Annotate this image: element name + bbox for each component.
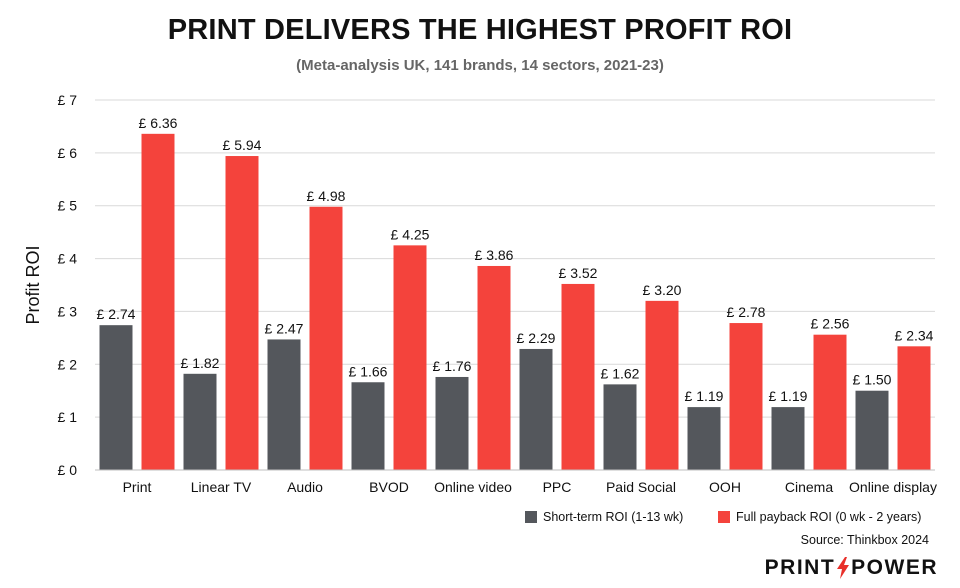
- bar-short-term: [603, 384, 637, 470]
- bar-full-payback: [645, 300, 679, 470]
- x-tick-label: Cinema: [785, 479, 833, 495]
- logo-text-power: POWER: [851, 556, 938, 579]
- bar-short-term: [351, 382, 385, 470]
- legend-swatch-full-payback: [718, 511, 730, 523]
- y-tick-label: £ 5: [58, 198, 78, 214]
- bar-short-term: [855, 390, 889, 470]
- data-label-full-payback: £ 2.78: [727, 304, 766, 320]
- bar-full-payback: [897, 346, 931, 470]
- data-label-short-term: £ 1.50: [853, 372, 892, 388]
- legend-label-full-payback: Full payback ROI (0 wk - 2 years): [736, 510, 922, 524]
- data-label-short-term: £ 1.82: [181, 355, 220, 371]
- data-label-full-payback: £ 4.98: [307, 188, 346, 204]
- y-axis-title: Profit ROI: [23, 245, 43, 324]
- bar-full-payback: [141, 133, 175, 471]
- data-label-short-term: £ 1.19: [769, 388, 808, 404]
- bar-full-payback: [477, 265, 511, 470]
- data-label-short-term: £ 2.47: [265, 320, 304, 336]
- x-tick-label: Online display: [849, 479, 937, 495]
- y-tick-label: £ 2: [58, 356, 78, 372]
- data-label-full-payback: £ 2.34: [895, 327, 934, 343]
- lightning-bolt-icon: [836, 557, 850, 579]
- data-label-short-term: £ 1.76: [433, 358, 472, 374]
- source-note: Source: Thinkbox 2024: [800, 533, 929, 547]
- bar-short-term: [771, 407, 805, 470]
- legend-item-full-payback: Full payback ROI (0 wk - 2 years): [718, 510, 921, 524]
- bar-short-term: [519, 348, 553, 470]
- data-label-short-term: £ 1.66: [349, 363, 388, 379]
- data-label-full-payback: £ 5.94: [223, 137, 262, 153]
- x-tick-label: Audio: [287, 479, 323, 495]
- bar-short-term: [435, 376, 469, 470]
- logo-text-print: PRINT: [764, 556, 836, 579]
- x-tick-label: BVOD: [369, 479, 409, 495]
- y-tick-label: £ 7: [58, 92, 78, 108]
- bar-full-payback: [813, 334, 847, 470]
- bar-short-term: [687, 407, 721, 470]
- x-tick-label: Online video: [434, 479, 512, 495]
- bar-full-payback: [729, 323, 763, 470]
- bar-full-payback: [561, 283, 595, 470]
- x-tick-label: Print: [123, 479, 152, 495]
- data-label-short-term: £ 1.19: [685, 388, 724, 404]
- bar-short-term: [267, 339, 301, 470]
- x-tick-label: Linear TV: [191, 479, 252, 495]
- bar-full-payback: [393, 245, 427, 470]
- x-tick-label: OOH: [709, 479, 741, 495]
- data-label-full-payback: £ 6.36: [139, 115, 178, 131]
- data-label-short-term: £ 2.74: [97, 306, 136, 322]
- y-tick-label: £ 0: [58, 462, 78, 478]
- legend-item-short-term: Short-term ROI (1-13 wk): [525, 510, 683, 524]
- x-tick-label: Paid Social: [606, 479, 676, 495]
- chart-title: PRINT DELIVERS THE HIGHEST PROFIT ROI: [167, 14, 793, 46]
- data-label-full-payback: £ 2.56: [811, 316, 850, 332]
- bar-full-payback: [309, 206, 343, 470]
- bar-short-term: [183, 373, 217, 470]
- data-label-full-payback: £ 3.86: [475, 247, 514, 263]
- data-label-full-payback: £ 4.25: [391, 226, 430, 242]
- chart-subtitle: (Meta-analysis UK, 141 brands, 14 sector…: [296, 57, 664, 74]
- y-tick-label: £ 1: [58, 409, 78, 425]
- data-label-short-term: £ 2.29: [517, 330, 556, 346]
- data-label-full-payback: £ 3.52: [559, 265, 598, 281]
- data-label-full-payback: £ 3.20: [643, 282, 682, 298]
- y-tick-label: £ 4: [58, 251, 78, 267]
- bar-short-term: [99, 325, 133, 470]
- y-tick-label: £ 6: [58, 145, 78, 161]
- printpower-logo: PRINT POWER: [765, 556, 938, 580]
- legend-label-short-term: Short-term ROI (1-13 wk): [543, 510, 684, 524]
- bar-full-payback: [225, 156, 259, 470]
- y-tick-label: £ 3: [58, 303, 78, 319]
- legend-swatch-short-term: [525, 511, 537, 523]
- x-tick-label: PPC: [543, 479, 572, 495]
- data-label-short-term: £ 1.62: [601, 365, 640, 381]
